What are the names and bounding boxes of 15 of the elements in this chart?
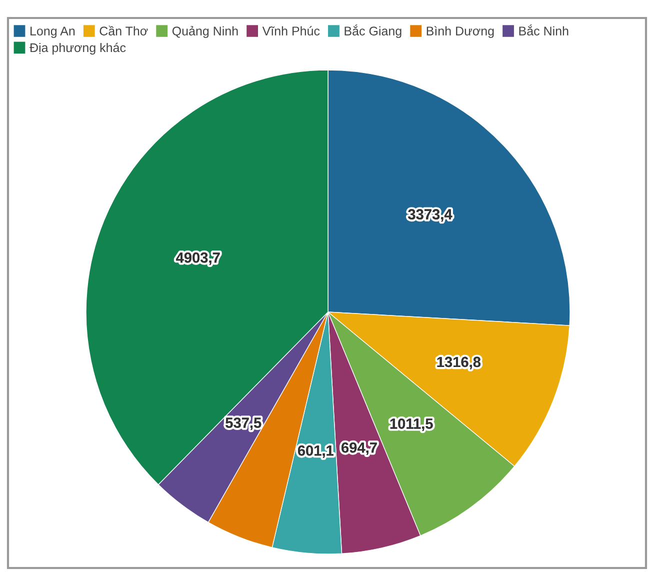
legend-label: Bắc Ninh (519, 24, 568, 36)
legend-label: Quảng Ninh (172, 26, 238, 38)
legend-label: Vĩnh Phúc (262, 26, 320, 36)
legend-label: Cần Thơ (100, 26, 148, 36)
data-label: 1316,8 (437, 356, 481, 370)
data-label: 694,7 (342, 442, 377, 455)
legend-label: Bắc Giang (344, 24, 402, 38)
data-label: 3373,4 (408, 209, 452, 222)
data-label: 537,5 (226, 418, 262, 430)
legend-label: Địa phương khác (30, 42, 126, 55)
data-label: 4903,7 (176, 252, 220, 265)
legend-label: Long An (30, 26, 75, 38)
data-label: 1011,5 (390, 418, 433, 431)
data-label: 601,1 (298, 445, 334, 458)
legend-label: Bình Dương (426, 26, 494, 38)
